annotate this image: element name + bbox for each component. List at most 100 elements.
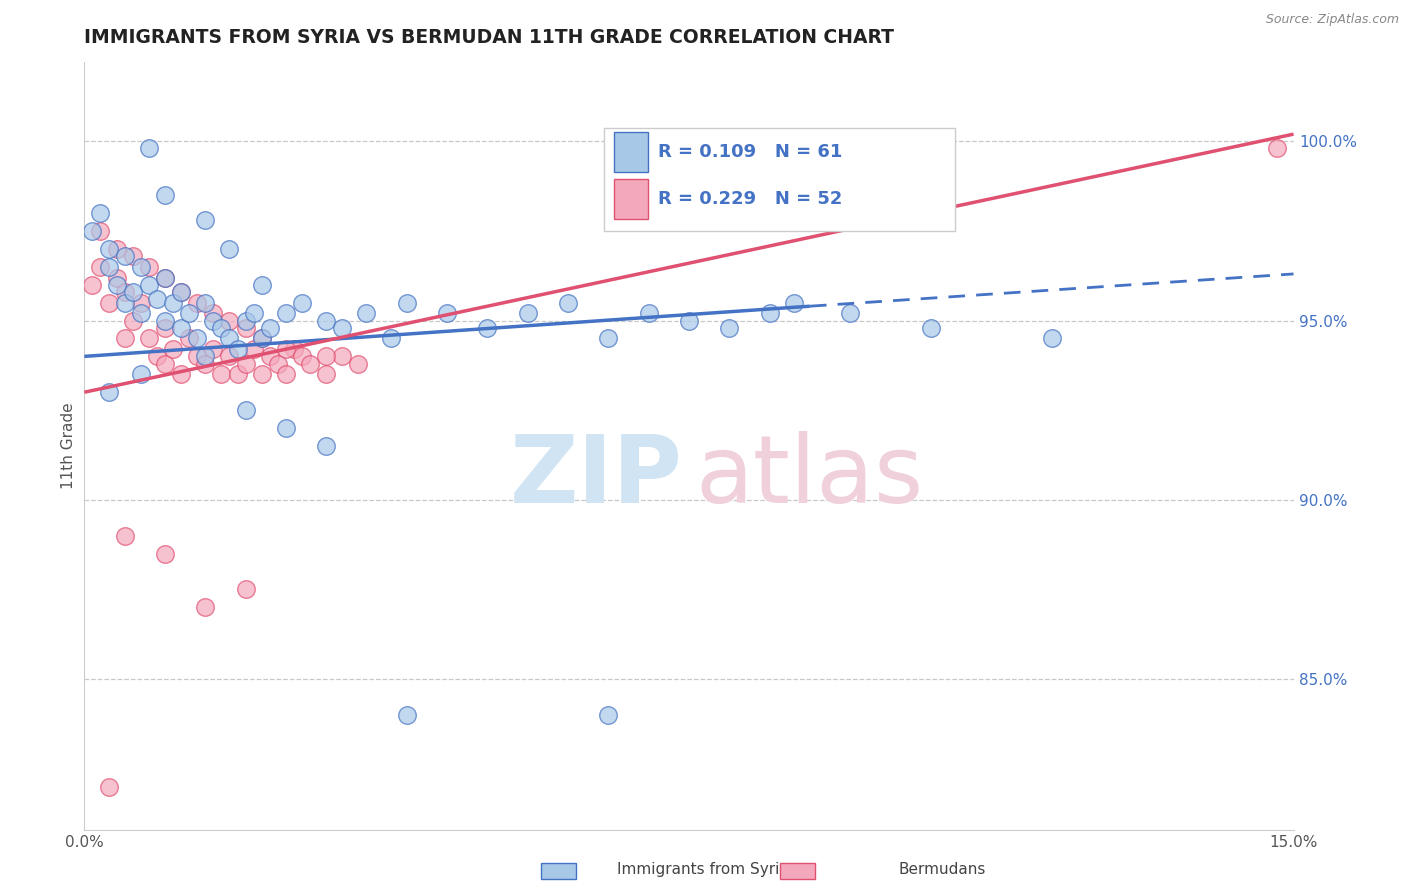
Point bbox=[170, 285, 193, 299]
Point bbox=[138, 277, 160, 292]
Point bbox=[347, 357, 370, 371]
Point bbox=[1040, 331, 1063, 345]
Point bbox=[202, 306, 225, 320]
Text: IMMIGRANTS FROM SYRIA VS BERMUDAN 11TH GRADE CORRELATION CHART: IMMIGRANTS FROM SYRIA VS BERMUDAN 11TH G… bbox=[84, 28, 894, 47]
Point bbox=[186, 295, 208, 310]
Point bbox=[274, 342, 297, 356]
Point bbox=[97, 295, 120, 310]
Point bbox=[315, 313, 337, 327]
Point bbox=[89, 260, 111, 274]
Point bbox=[153, 270, 176, 285]
Point bbox=[114, 331, 136, 345]
Point bbox=[114, 528, 136, 542]
Point bbox=[114, 285, 136, 299]
Point bbox=[274, 421, 297, 435]
Point bbox=[356, 306, 378, 320]
Point bbox=[516, 306, 538, 320]
Point bbox=[330, 350, 353, 364]
Point bbox=[97, 260, 120, 274]
Point bbox=[105, 277, 128, 292]
Point bbox=[678, 313, 700, 327]
Point bbox=[97, 385, 120, 400]
Point bbox=[179, 306, 201, 320]
Point bbox=[235, 320, 257, 334]
Point bbox=[218, 313, 240, 327]
Point bbox=[718, 320, 741, 334]
Point bbox=[380, 331, 402, 345]
Point bbox=[783, 295, 806, 310]
Point bbox=[839, 306, 862, 320]
Point bbox=[153, 357, 176, 371]
Point bbox=[226, 368, 249, 382]
Text: ZIP: ZIP bbox=[510, 431, 683, 523]
Point bbox=[202, 342, 225, 356]
Point bbox=[114, 249, 136, 263]
Point bbox=[291, 350, 314, 364]
Point bbox=[330, 320, 353, 334]
Point bbox=[274, 368, 297, 382]
Point bbox=[242, 306, 264, 320]
Point bbox=[395, 295, 418, 310]
Point bbox=[226, 342, 249, 356]
Point bbox=[121, 313, 143, 327]
Point bbox=[283, 342, 305, 356]
Point bbox=[170, 285, 193, 299]
Point bbox=[315, 350, 337, 364]
Point bbox=[259, 320, 281, 334]
Text: Source: ZipAtlas.com: Source: ZipAtlas.com bbox=[1265, 13, 1399, 27]
Text: Immigrants from Syria: Immigrants from Syria bbox=[617, 863, 789, 877]
Point bbox=[477, 320, 499, 334]
Point bbox=[89, 206, 111, 220]
Point bbox=[186, 331, 208, 345]
Point bbox=[89, 224, 111, 238]
Point bbox=[153, 188, 176, 202]
Point bbox=[209, 368, 232, 382]
Y-axis label: 11th Grade: 11th Grade bbox=[60, 402, 76, 490]
Point bbox=[121, 285, 143, 299]
Text: atlas: atlas bbox=[695, 431, 924, 523]
Point bbox=[153, 320, 176, 334]
Point bbox=[267, 357, 290, 371]
Point bbox=[162, 342, 184, 356]
Point bbox=[315, 439, 337, 453]
Point bbox=[395, 707, 418, 722]
Point bbox=[218, 331, 240, 345]
Point bbox=[194, 357, 217, 371]
Point bbox=[82, 277, 104, 292]
Point bbox=[250, 277, 273, 292]
Point bbox=[758, 306, 780, 320]
Point bbox=[105, 270, 128, 285]
Point bbox=[250, 331, 273, 345]
Point bbox=[235, 403, 257, 417]
Point bbox=[235, 357, 257, 371]
Point bbox=[114, 295, 136, 310]
Point bbox=[170, 320, 193, 334]
Point bbox=[235, 313, 257, 327]
Point bbox=[105, 242, 128, 256]
Point bbox=[242, 342, 264, 356]
Text: Bermudans: Bermudans bbox=[898, 863, 986, 877]
Point bbox=[598, 331, 620, 345]
Point bbox=[146, 350, 169, 364]
Point bbox=[129, 306, 152, 320]
Point bbox=[138, 331, 160, 345]
Point bbox=[194, 295, 217, 310]
Point bbox=[129, 295, 152, 310]
Point bbox=[202, 313, 225, 327]
Point bbox=[179, 331, 201, 345]
Text: R = 0.229   N = 52: R = 0.229 N = 52 bbox=[658, 190, 842, 208]
Text: R = 0.109   N = 61: R = 0.109 N = 61 bbox=[658, 144, 842, 161]
Point bbox=[146, 292, 169, 306]
Point bbox=[598, 707, 620, 722]
Point bbox=[194, 600, 217, 615]
Point bbox=[82, 224, 104, 238]
Point bbox=[153, 313, 176, 327]
Point bbox=[299, 357, 322, 371]
Point bbox=[637, 306, 659, 320]
Point bbox=[557, 295, 579, 310]
FancyBboxPatch shape bbox=[605, 128, 955, 231]
FancyBboxPatch shape bbox=[614, 132, 648, 172]
Point bbox=[97, 780, 120, 794]
Point bbox=[1267, 141, 1289, 155]
Point bbox=[194, 350, 217, 364]
